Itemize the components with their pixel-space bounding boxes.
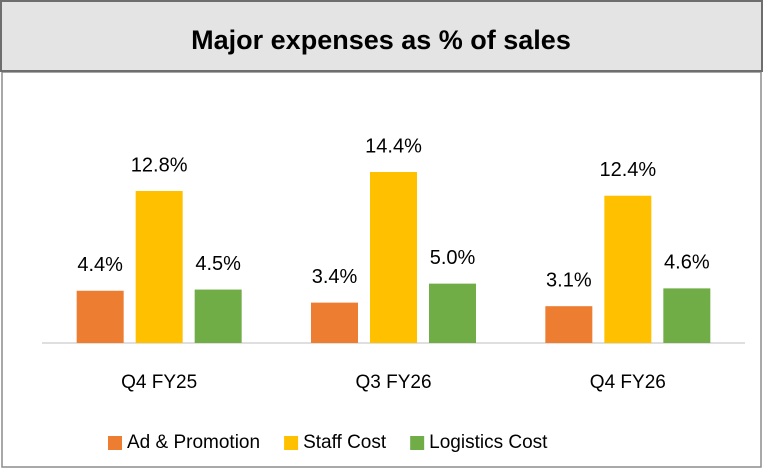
legend-label: Ad & Promotion bbox=[127, 432, 260, 453]
x-tick-label: Q4 FY25 bbox=[121, 372, 197, 393]
title-box bbox=[0, 0, 763, 72]
legend-swatch bbox=[284, 436, 299, 450]
data-label: 12.8% bbox=[131, 154, 188, 176]
bar bbox=[663, 288, 711, 343]
data-label: 14.4% bbox=[365, 135, 422, 157]
data-label: 3.1% bbox=[546, 269, 592, 291]
legend-label: Staff Cost bbox=[303, 432, 387, 453]
x-tick-label: Q3 FY26 bbox=[355, 372, 431, 393]
bar bbox=[545, 306, 593, 343]
bar bbox=[429, 283, 476, 343]
data-label: 4.5% bbox=[195, 253, 241, 275]
bar bbox=[311, 302, 358, 343]
bar bbox=[370, 172, 417, 343]
legend-swatch bbox=[108, 436, 122, 450]
data-label: 4.4% bbox=[77, 254, 123, 276]
legend-label: Logistics Cost bbox=[429, 432, 548, 453]
bar bbox=[135, 191, 183, 343]
x-tick-label: Q4 FY26 bbox=[590, 372, 666, 393]
legend-swatch bbox=[410, 436, 425, 450]
data-label: 5.0% bbox=[430, 247, 476, 269]
bar bbox=[604, 195, 652, 343]
data-label: 3.4% bbox=[312, 266, 358, 288]
data-label: 12.4% bbox=[599, 159, 656, 181]
chart-title: Major expenses as % of sales bbox=[191, 25, 571, 55]
bar bbox=[76, 290, 124, 343]
bar bbox=[194, 289, 242, 343]
data-label: 4.6% bbox=[664, 252, 710, 274]
